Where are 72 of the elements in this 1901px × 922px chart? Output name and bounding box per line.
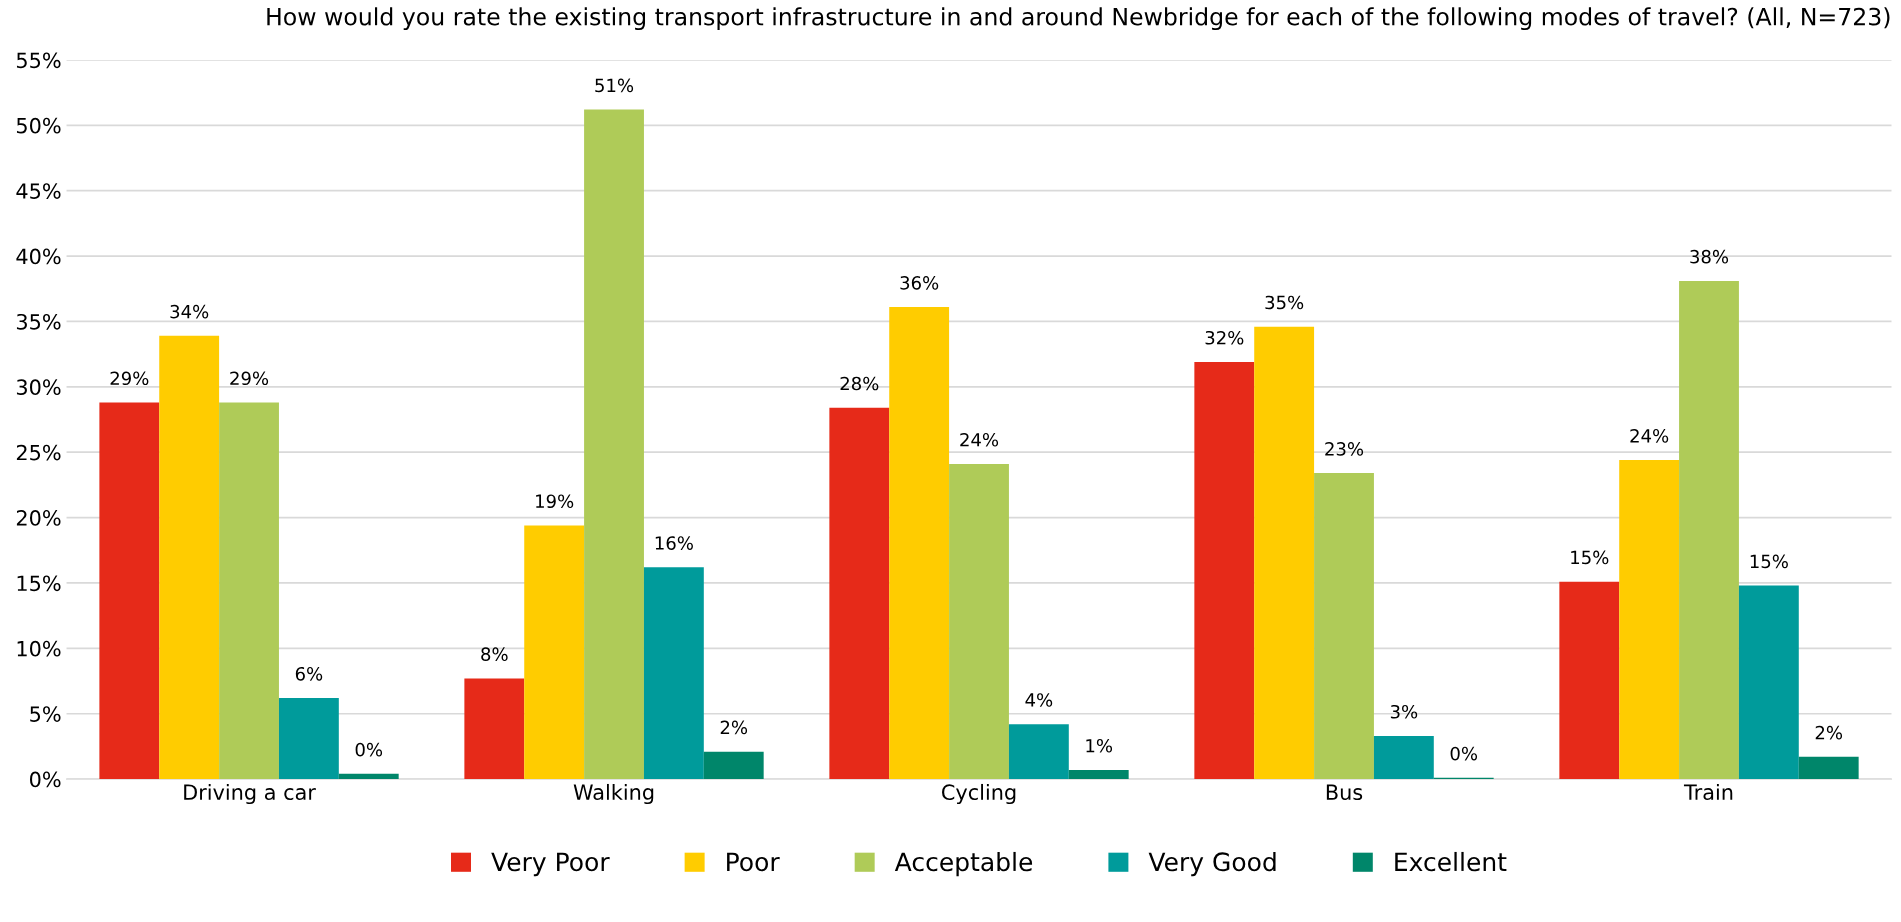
data-label: 32%	[1205, 330, 1244, 345]
data-label: 4%	[1025, 693, 1053, 707]
data-label: 16%	[655, 536, 693, 550]
x-tick-label: Driving a car	[184, 783, 316, 805]
x-tick-label: Cycling	[942, 783, 1016, 805]
data-label: 0%	[355, 742, 383, 757]
y-tick-label: 15%	[17, 575, 61, 592]
chart-title: How would you rate the existing transport infrastructure in and around Newbridge for each of the following modes of travel? (All, N=723)	[267, 7, 1890, 31]
y-tick-label: 55%	[16, 52, 61, 69]
data-label: 15%	[1571, 550, 1609, 565]
bar	[1559, 581, 1620, 780]
y-tick-label: 30%	[16, 379, 61, 396]
bar	[524, 525, 585, 780]
bar	[1679, 280, 1739, 780]
y-tick-label: 5%	[30, 706, 61, 722]
bar	[219, 402, 279, 780]
data-label: 2%	[1815, 725, 1843, 740]
bar	[1314, 473, 1374, 780]
bar	[889, 307, 950, 780]
data-label: 15%	[1750, 554, 1788, 569]
data-label: 24%	[960, 432, 999, 447]
bar	[99, 402, 160, 780]
data-label: 19%	[536, 494, 574, 509]
x-tick-label: Walking	[573, 783, 654, 805]
y-tick-label: 0%	[30, 771, 61, 788]
bar	[338, 773, 399, 780]
data-label: 6%	[295, 666, 323, 681]
bar	[829, 407, 890, 780]
bar	[1254, 326, 1315, 780]
bar	[1194, 361, 1255, 780]
data-label: 51%	[595, 78, 634, 93]
bar	[278, 698, 339, 780]
y-tick-label: 20%	[16, 510, 61, 526]
data-label: 35%	[1265, 295, 1304, 310]
legend-label: Very Good	[1148, 851, 1276, 877]
bar	[1008, 724, 1069, 780]
bar	[464, 678, 525, 780]
legend-label: Very Poor	[491, 852, 610, 877]
data-label: 1%	[1086, 738, 1113, 753]
x-tick-label: Bus	[1326, 784, 1363, 801]
y-tick-label: 10%	[17, 640, 61, 657]
x-tick-label: Train	[1683, 783, 1733, 801]
data-label: 36%	[900, 276, 939, 290]
legend-label: Poor	[727, 852, 780, 872]
bar	[1373, 735, 1434, 780]
legend-label: Excellent	[1395, 851, 1507, 872]
bar	[1738, 585, 1799, 780]
bar	[1798, 756, 1859, 780]
data-label: 24%	[1630, 429, 1669, 443]
bar	[159, 335, 220, 780]
data-label: 23%	[1325, 442, 1364, 456]
data-label: 38%	[1690, 249, 1729, 264]
data-label: 8%	[481, 647, 508, 662]
bar	[703, 751, 764, 780]
y-tick-label: 35%	[16, 313, 61, 330]
data-label: 29%	[230, 371, 269, 386]
legend-label: Acceptable	[894, 851, 1033, 877]
bar	[643, 567, 704, 780]
bar	[584, 109, 644, 780]
data-label: 29%	[110, 371, 149, 386]
data-label: 2%	[720, 720, 748, 735]
bar	[1068, 769, 1129, 780]
y-tick-label: 50%	[16, 117, 61, 134]
y-tick-label: 25%	[16, 444, 61, 461]
bar	[1619, 460, 1680, 780]
y-tick-label: 40%	[16, 248, 61, 265]
data-label: 28%	[840, 376, 879, 391]
y-tick-label: 45%	[16, 183, 61, 199]
data-label: 3%	[1390, 704, 1418, 719]
data-label: 0%	[1450, 746, 1478, 761]
bar	[949, 463, 1009, 780]
data-label: 34%	[170, 304, 209, 319]
